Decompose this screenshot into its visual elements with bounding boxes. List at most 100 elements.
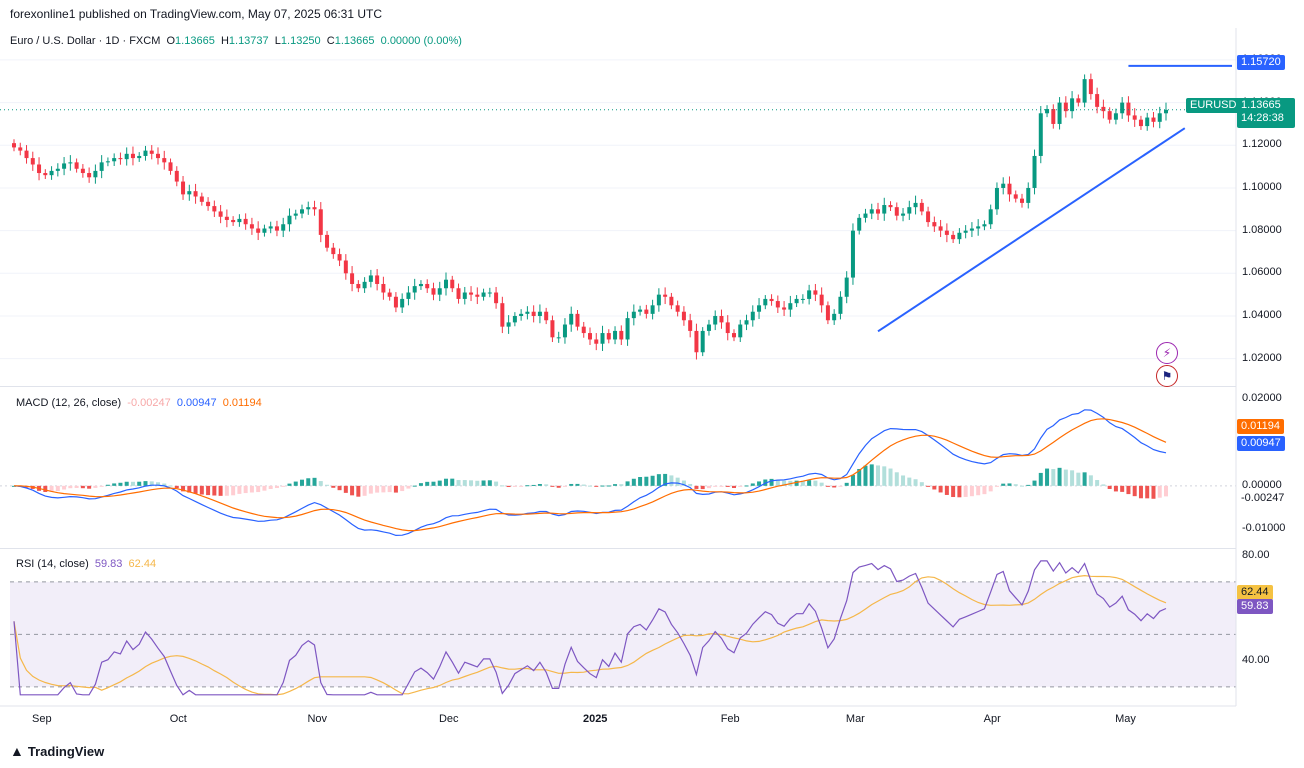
candle-body (575, 313, 580, 327)
rsi-line (13, 560, 1167, 696)
candle-body (37, 164, 42, 174)
candle-body (30, 158, 35, 165)
candle-body (625, 318, 630, 340)
candle-body (18, 147, 23, 151)
lightning-icon[interactable]: ⚡ (1156, 342, 1178, 364)
macd-histogram-bar (437, 480, 442, 486)
candle-body (750, 311, 755, 321)
macd-histogram-bar (1007, 483, 1012, 486)
candle-body (844, 277, 849, 297)
candle-body (293, 213, 298, 216)
candle-body (124, 153, 129, 160)
macd-histogram-bar (606, 485, 611, 487)
candle-body (531, 311, 536, 316)
candle-body (719, 315, 724, 323)
candle-body (732, 333, 736, 338)
rsi-ma-line (13, 574, 1167, 696)
macd-histogram-bar (74, 485, 79, 488)
candle-body (406, 292, 411, 299)
macd-histogram-bar (387, 485, 392, 493)
macd-histogram-bar (1138, 485, 1143, 499)
macd-histogram-bar (118, 482, 123, 486)
us-flag-icon[interactable]: ⚑ (1156, 365, 1178, 387)
macd-histogram-bar (105, 484, 110, 486)
last-price-tag: 1.13665 14:28:38 (1237, 98, 1295, 128)
open-value: 1.13665 (175, 35, 215, 47)
macd-histogram-bar (919, 482, 924, 486)
close-value: 1.13665 (334, 35, 375, 47)
macd-histogram-bar (350, 485, 355, 496)
candle-body (306, 207, 311, 210)
macd-histogram-bar (1038, 472, 1043, 486)
macd-histogram-bar (1151, 485, 1156, 499)
candle-body (519, 313, 524, 316)
published-caption: forexonline1 published on TradingView.co… (10, 7, 383, 21)
time-tick-label: 2025 (582, 713, 608, 725)
macd-histogram-bar (857, 468, 862, 486)
macd-histogram-bar (556, 485, 561, 488)
candle-body (1113, 113, 1118, 120)
macd-histogram-bar (162, 483, 167, 486)
macd-histogram-bar (969, 485, 974, 497)
pane-separator-rsi[interactable] (0, 548, 1236, 549)
macd-title[interactable]: MACD (12, 26, close) (16, 397, 122, 409)
macd-histogram-bar (193, 485, 198, 494)
candle-body (951, 234, 956, 240)
macd-histogram-bar (613, 484, 618, 486)
change-value: 0.00000 (0.00%) (380, 35, 462, 47)
main-legend: Euro / U.S. Dollar · 1D · FXCM O1.13665 … (10, 35, 462, 47)
macd-histogram-bar (506, 485, 511, 488)
macd-histogram-bar (594, 485, 599, 487)
price-tick-label: 1.06000 (1242, 266, 1282, 279)
candle-body (74, 162, 79, 169)
symbol-label[interactable]: Euro / U.S. Dollar · 1D · FXCM (10, 35, 161, 47)
candle-body (813, 290, 818, 295)
candle-body (112, 158, 117, 162)
macd-histogram-bar (1051, 469, 1056, 486)
macd-histogram-bar (1088, 475, 1093, 486)
macd-histogram-bar (625, 481, 630, 486)
macd-tick-label: 0.02000 (1242, 392, 1282, 405)
macd-histogram-bar (713, 485, 718, 487)
macd-histogram-bar (656, 474, 661, 486)
macd-histogram-bar (832, 485, 837, 488)
macd-histogram-bar (80, 485, 85, 489)
macd-histogram-bar (300, 479, 304, 486)
candle-body (481, 292, 486, 297)
macd-histogram-bar (137, 481, 142, 486)
candle-body (663, 294, 668, 297)
candle-body (700, 330, 705, 353)
tradingview-logo[interactable]: ▲ TradingView (10, 743, 104, 759)
macd-histogram-bar (888, 468, 893, 486)
candle-body (149, 150, 154, 154)
time-tick-label: Oct (169, 713, 187, 725)
macd-histogram-bar (894, 472, 899, 486)
candle-body (1126, 102, 1131, 116)
macd-histogram-bar (669, 475, 674, 486)
macd-histogram-bar (1076, 472, 1081, 486)
candle-body (725, 322, 730, 334)
rsi-title[interactable]: RSI (14, close) (16, 558, 89, 570)
macd-histogram-bar (644, 476, 649, 486)
candle-body (1082, 79, 1087, 103)
candle-body (1026, 187, 1031, 203)
macd-histogram-bar (512, 485, 517, 487)
rsi-ma-tag: 62.44 (1237, 585, 1273, 600)
candle-body (775, 301, 780, 308)
macd-histogram-bar (976, 485, 981, 496)
macd-histogram-bar (926, 485, 931, 487)
macd-histogram-bar (581, 484, 586, 486)
candle-body (869, 209, 874, 214)
macd-histogram-bar (575, 483, 580, 486)
candle-body (1013, 194, 1018, 199)
candle-body (537, 311, 542, 316)
candle-body (782, 307, 787, 310)
macd-histogram-bar (619, 484, 624, 486)
candle-body (1045, 109, 1050, 114)
candle-body (387, 292, 392, 297)
candle-body (187, 191, 192, 195)
macd-histogram-bar (187, 485, 192, 493)
candle-body (825, 305, 830, 321)
pane-separator-macd[interactable] (0, 386, 1236, 387)
